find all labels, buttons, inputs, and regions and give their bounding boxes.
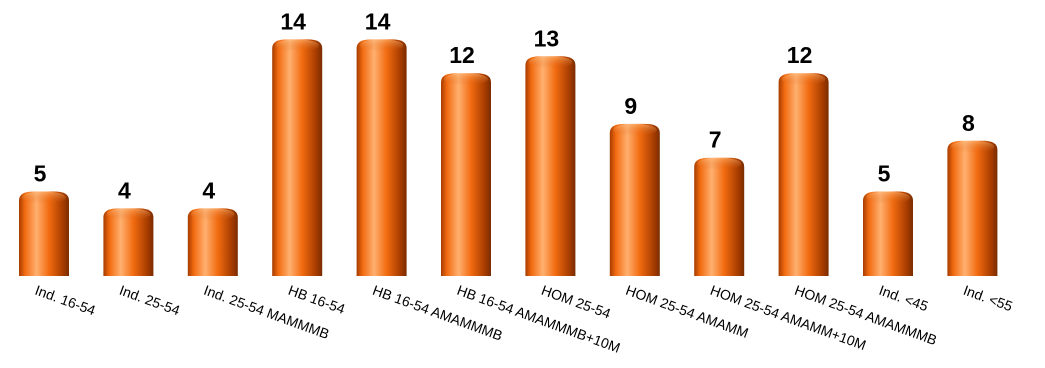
bar-value-label: 13 [534,25,560,51]
category-label: HOM 25-54 AMAMM+10M [708,282,868,353]
bar-cap-highlight [866,191,910,204]
category-label: Ind. <45 [877,282,931,315]
category-label: Ind. <55 [961,282,1015,315]
bar-value-label: 4 [118,177,131,203]
bar-cap-highlight [528,56,573,69]
bar [103,208,154,276]
bar-value-label: 4 [202,177,215,203]
bar-cap-highlight [22,191,66,204]
category-label: HB 16-54 [286,282,347,317]
bar-value-label: 7 [709,127,722,153]
bar [441,73,491,276]
category-label: Ind. 16-54 [33,282,98,319]
bar-cap-highlight [359,39,404,52]
bar-cap-highlight [612,123,657,136]
value-labels-layer: 5 4 4 14 14 12 13 9 7 12 5 8 [34,8,975,203]
category-labels-layer: Ind. 16-54 Ind. 25-54 Ind. 25-54 MAMMMBHB … [33,282,1015,356]
bar-value-label: 14 [280,8,306,34]
bar-value-label: 12 [787,42,813,68]
bar-cap-highlight [444,73,488,86]
bar [272,39,323,277]
bars-layer [19,39,998,277]
bar [694,157,745,276]
bar [356,39,407,277]
bar-cap-highlight [190,208,235,221]
bar-value-label: 14 [365,8,391,34]
bar-cap-highlight [950,140,995,153]
bar [525,56,576,276]
bar [187,208,238,276]
bar [609,123,660,277]
bar-value-label: 12 [449,42,475,68]
bar-value-label: 5 [878,161,891,187]
bar-value-label: 5 [34,161,47,187]
bar-cap-highlight [275,39,320,52]
bar [863,191,913,276]
bar-value-label: 9 [624,93,637,119]
bar-cap-highlight [781,73,826,86]
bar [778,73,829,276]
bar [947,140,998,276]
bar [19,191,69,276]
bar-cap-highlight [697,157,742,170]
category-label: Ind. 25-54 [117,282,182,319]
bar-cap-highlight [106,208,151,221]
bar-value-label: 8 [962,110,975,136]
